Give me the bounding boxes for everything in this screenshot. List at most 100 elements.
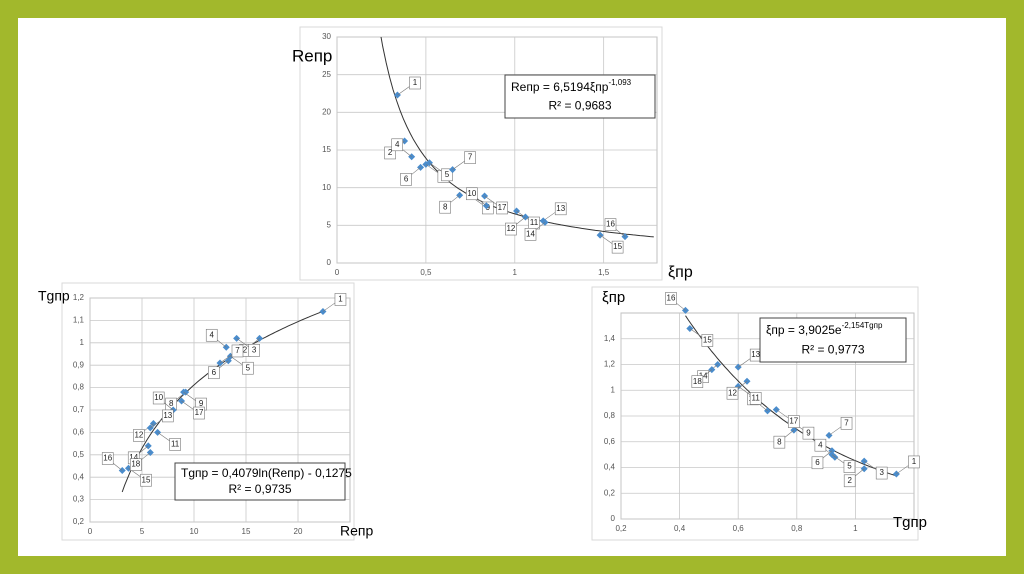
y-tick-label: 0,9: [73, 360, 85, 369]
equation-main: Tgпр = 0,4079ln(Reпр) - 0,1275: [181, 466, 352, 480]
point-label: 1: [912, 457, 917, 466]
r-squared: R² = 0,9683: [548, 99, 611, 113]
label-box: [611, 240, 624, 254]
point-label: 12: [728, 388, 737, 397]
x-tick-label: 1: [513, 268, 518, 277]
y-tick-label: 1,2: [73, 293, 85, 302]
point-label: 17: [789, 417, 798, 426]
label-box: [464, 151, 476, 164]
point-label: 1: [413, 78, 418, 87]
label-box: [140, 473, 152, 487]
point-label: 17: [498, 203, 507, 212]
label-box: [400, 173, 412, 186]
point-label: 6: [404, 174, 409, 183]
point-label: 5: [246, 363, 251, 372]
equation-box: [174, 462, 346, 501]
point-label: 6: [212, 368, 217, 377]
point-label: 7: [468, 153, 473, 162]
y-tick-label: 1,1: [73, 316, 85, 325]
point-label: 12: [506, 224, 515, 233]
label-box: [908, 455, 920, 469]
y-tick-label: 0,6: [604, 437, 616, 446]
label-box: [466, 187, 478, 201]
label-box: [152, 391, 165, 405]
point-label: 17: [195, 408, 204, 417]
label-box: [505, 222, 517, 236]
y-tick-label: 1,2: [604, 360, 616, 369]
point-label: 18: [131, 460, 140, 469]
label-box: [231, 344, 244, 358]
label-box: [701, 334, 714, 347]
label-box: [773, 435, 786, 449]
y-tick-label: 0,7: [73, 405, 85, 414]
chart: 05101520253000,511,512345678910111213141…: [292, 26, 693, 281]
x-tick-label: 0,2: [615, 524, 627, 533]
point-label: 16: [606, 220, 615, 229]
y-tick-label: 0,4: [604, 463, 616, 472]
label-box: [691, 375, 704, 388]
label-box: [843, 474, 856, 488]
point-label: 2: [847, 476, 852, 485]
y-tick-label: 0: [611, 514, 616, 523]
point-label: 15: [703, 336, 712, 345]
y-tick-label: 0: [327, 258, 332, 267]
label-box: [875, 466, 888, 480]
point-label: 1: [338, 295, 343, 304]
y-tick-label: 0,2: [604, 488, 616, 497]
r-squared: R² = 0,9773: [801, 342, 864, 356]
r-squared: R² = 0,9735: [228, 482, 291, 496]
point-label: 10: [154, 393, 163, 402]
equation-box: [504, 74, 656, 119]
equation-main: Reпр = 6,5194ξпр: [511, 80, 609, 94]
point-label: 2: [388, 148, 393, 157]
point-label: 9: [486, 203, 491, 212]
label-box: [840, 417, 853, 430]
point-label: 15: [142, 475, 151, 484]
label-box: [248, 344, 260, 357]
x-tick-label: 0: [335, 268, 340, 277]
x-tick-label: 20: [294, 527, 303, 536]
label-box: [162, 409, 174, 423]
label-box: [439, 200, 451, 214]
point-label: 8: [443, 202, 448, 211]
x-tick-label: 1,5: [598, 268, 610, 277]
label-box: [208, 366, 220, 380]
label-box: [482, 201, 494, 215]
label-box: [496, 201, 508, 215]
point-label: 12: [134, 431, 143, 440]
label-box: [130, 458, 142, 471]
point-label: 7: [844, 418, 849, 427]
point-label: 18: [693, 377, 702, 386]
y-tick-label: 0,8: [73, 383, 85, 392]
y-tick-label: 0,8: [604, 411, 616, 420]
x-axis-label: Reпр: [340, 523, 373, 539]
point-label: 5: [847, 462, 852, 471]
label-box: [391, 138, 403, 152]
x-tick-label: 1: [853, 524, 858, 533]
equation-exponent: -1,093: [608, 78, 631, 87]
point-label: 13: [751, 350, 760, 359]
y-tick-label: 5: [327, 220, 332, 229]
point-label: 4: [818, 440, 823, 449]
point-label: 15: [613, 242, 622, 251]
y-axis-label: Reпр: [292, 46, 332, 65]
point-label: 14: [129, 453, 138, 462]
label-box: [802, 426, 815, 440]
y-axis-label: Tgпр: [38, 288, 70, 304]
label-box: [133, 429, 145, 442]
chart-frame: [299, 26, 663, 281]
equation-box: [759, 317, 907, 363]
y-tick-label: 0,4: [73, 472, 85, 481]
label-box: [441, 168, 453, 182]
y-tick-label: 1: [80, 338, 85, 347]
point-label: 4: [210, 330, 215, 339]
x-tick-label: 15: [242, 527, 251, 536]
point-label: 6: [815, 458, 820, 467]
label-box: [749, 392, 762, 405]
point-label: 13: [163, 411, 172, 420]
label-box: [811, 456, 824, 470]
point-label: 7: [235, 346, 240, 355]
point-label: 3: [252, 345, 257, 354]
x-axis-label: Tgпр: [893, 514, 927, 531]
